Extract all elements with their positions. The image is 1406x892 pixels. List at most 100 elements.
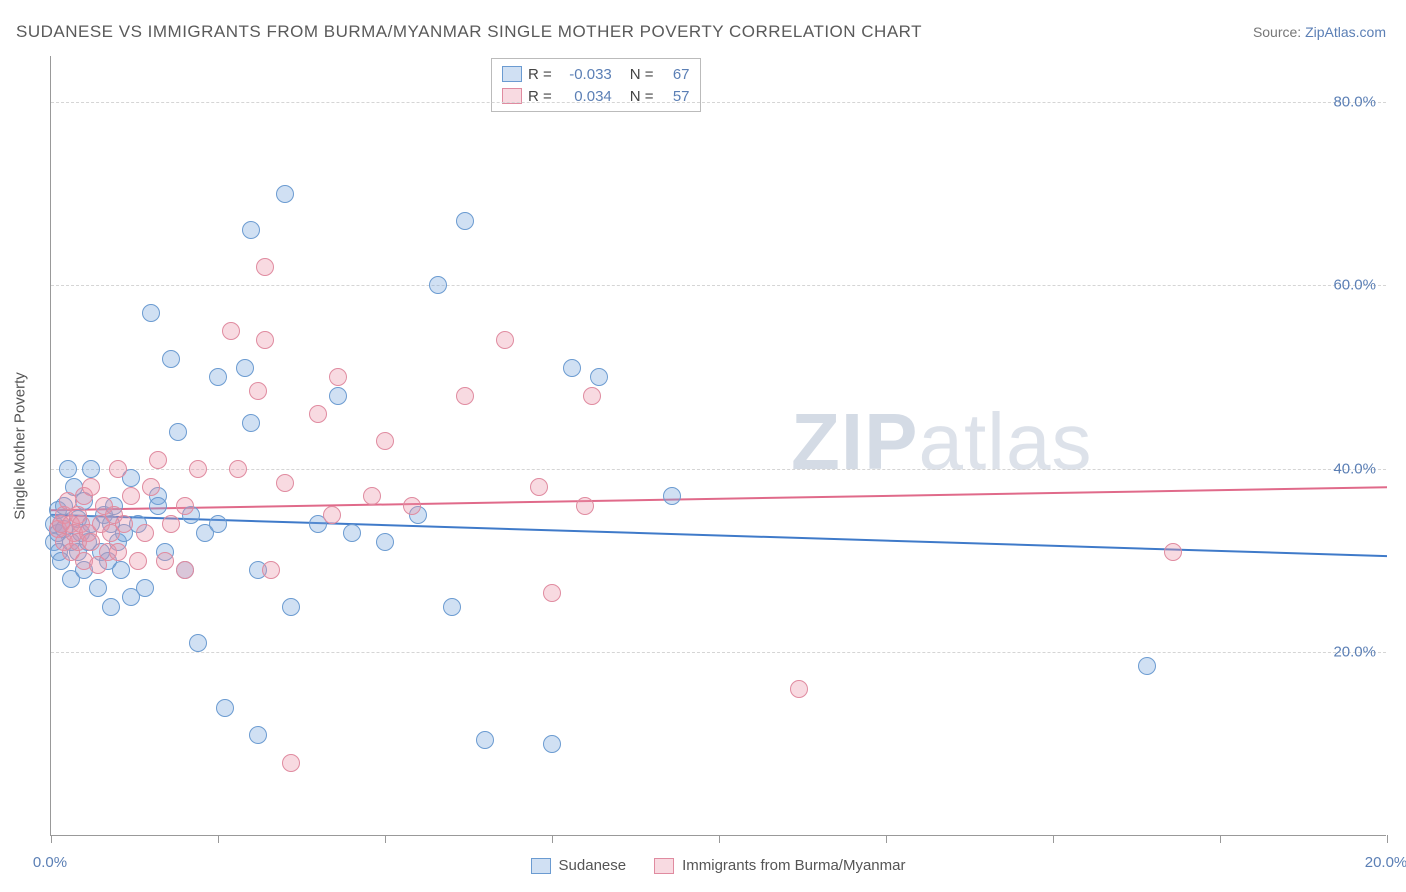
legend-R-label: R =	[528, 66, 552, 83]
data-point	[162, 350, 180, 368]
data-point	[242, 414, 260, 432]
data-point	[256, 331, 274, 349]
data-point	[82, 478, 100, 496]
data-point	[790, 680, 808, 698]
data-point	[149, 497, 167, 515]
source-link[interactable]: ZipAtlas.com	[1305, 24, 1386, 40]
data-point	[82, 533, 100, 551]
x-tick	[886, 835, 887, 843]
data-point	[142, 304, 160, 322]
x-tick	[1053, 835, 1054, 843]
swatch-icon	[502, 66, 522, 82]
data-point	[576, 497, 594, 515]
data-point	[256, 258, 274, 276]
data-point	[249, 726, 267, 744]
y-tick-label: 40.0%	[1333, 460, 1376, 477]
data-point	[1138, 657, 1156, 675]
data-point	[189, 460, 207, 478]
legend-correlation-row: R =0.034N =57	[502, 85, 690, 107]
data-point	[323, 506, 341, 524]
legend-N-value: 67	[660, 66, 690, 83]
x-tick	[51, 835, 52, 843]
data-point	[262, 561, 280, 579]
data-point	[456, 212, 474, 230]
gridline	[51, 652, 1386, 653]
y-tick-label: 80.0%	[1333, 93, 1376, 110]
data-point	[249, 382, 267, 400]
data-point	[122, 487, 140, 505]
legend-item-burma: Immigrants from Burma/Myanmar	[654, 857, 905, 874]
legend-item-sudanese: Sudanese	[531, 857, 627, 874]
data-point	[109, 543, 127, 561]
data-point	[176, 561, 194, 579]
data-point	[443, 598, 461, 616]
data-point	[429, 276, 447, 294]
data-point	[583, 387, 601, 405]
data-point	[236, 359, 254, 377]
data-point	[543, 584, 561, 602]
data-point	[112, 561, 130, 579]
watermark: ZIPatlas	[791, 396, 1092, 488]
data-point	[229, 460, 247, 478]
data-point	[156, 552, 174, 570]
data-point	[590, 368, 608, 386]
gridline	[51, 469, 1386, 470]
data-point	[176, 497, 194, 515]
data-point	[543, 735, 561, 753]
plot-area: ZIPatlas R = -0.033 N = 67 R =0.034N =57 20.…	[50, 56, 1386, 836]
data-point	[189, 634, 207, 652]
data-point	[376, 432, 394, 450]
legend-correlation-row: R = -0.033 N = 67	[502, 63, 690, 85]
x-tick-label: 0.0%	[33, 854, 67, 871]
data-point	[89, 579, 107, 597]
data-point	[563, 359, 581, 377]
y-tick-label: 20.0%	[1333, 644, 1376, 661]
swatch-sudanese	[531, 858, 551, 874]
data-point	[209, 515, 227, 533]
y-tick-label: 60.0%	[1333, 277, 1376, 294]
x-tick-label: 20.0%	[1365, 854, 1406, 871]
data-point	[136, 579, 154, 597]
source-attribution: Source: ZipAtlas.com	[1253, 24, 1386, 40]
data-point	[59, 460, 77, 478]
data-point	[1164, 543, 1182, 561]
data-point	[363, 487, 381, 505]
chart-title: SUDANESE VS IMMIGRANTS FROM BURMA/MYANMA…	[16, 22, 922, 42]
x-tick	[719, 835, 720, 843]
data-point	[403, 497, 421, 515]
legend-N-label: N =	[630, 66, 654, 83]
data-point	[102, 598, 120, 616]
legend-correlation-box: R = -0.033 N = 67 R =0.034N =57	[491, 58, 701, 112]
legend-R-value: -0.033	[558, 66, 612, 83]
legend-bottom: Sudanese Immigrants from Burma/Myanmar	[50, 857, 1386, 874]
x-tick	[385, 835, 386, 843]
data-point	[456, 387, 474, 405]
data-point	[209, 368, 227, 386]
swatch-burma	[654, 858, 674, 874]
data-point	[663, 487, 681, 505]
y-axis-label: Single Mother Poverty	[12, 372, 29, 520]
data-point	[329, 387, 347, 405]
source-prefix: Source:	[1253, 24, 1305, 40]
data-point	[282, 598, 300, 616]
legend-label-sudanese: Sudanese	[559, 857, 627, 874]
data-point	[142, 478, 160, 496]
data-point	[129, 552, 147, 570]
watermark-rest: atlas	[918, 397, 1092, 486]
data-point	[149, 451, 167, 469]
data-point	[496, 331, 514, 349]
data-point	[282, 754, 300, 772]
data-point	[276, 474, 294, 492]
data-point	[222, 322, 240, 340]
legend-label-burma: Immigrants from Burma/Myanmar	[682, 857, 905, 874]
trend-lines	[51, 56, 1387, 836]
data-point	[309, 405, 327, 423]
x-tick	[218, 835, 219, 843]
data-point	[343, 524, 361, 542]
data-point	[216, 699, 234, 717]
data-point	[276, 185, 294, 203]
data-point	[169, 423, 187, 441]
data-point	[82, 460, 100, 478]
x-tick	[1220, 835, 1221, 843]
data-point	[329, 368, 347, 386]
